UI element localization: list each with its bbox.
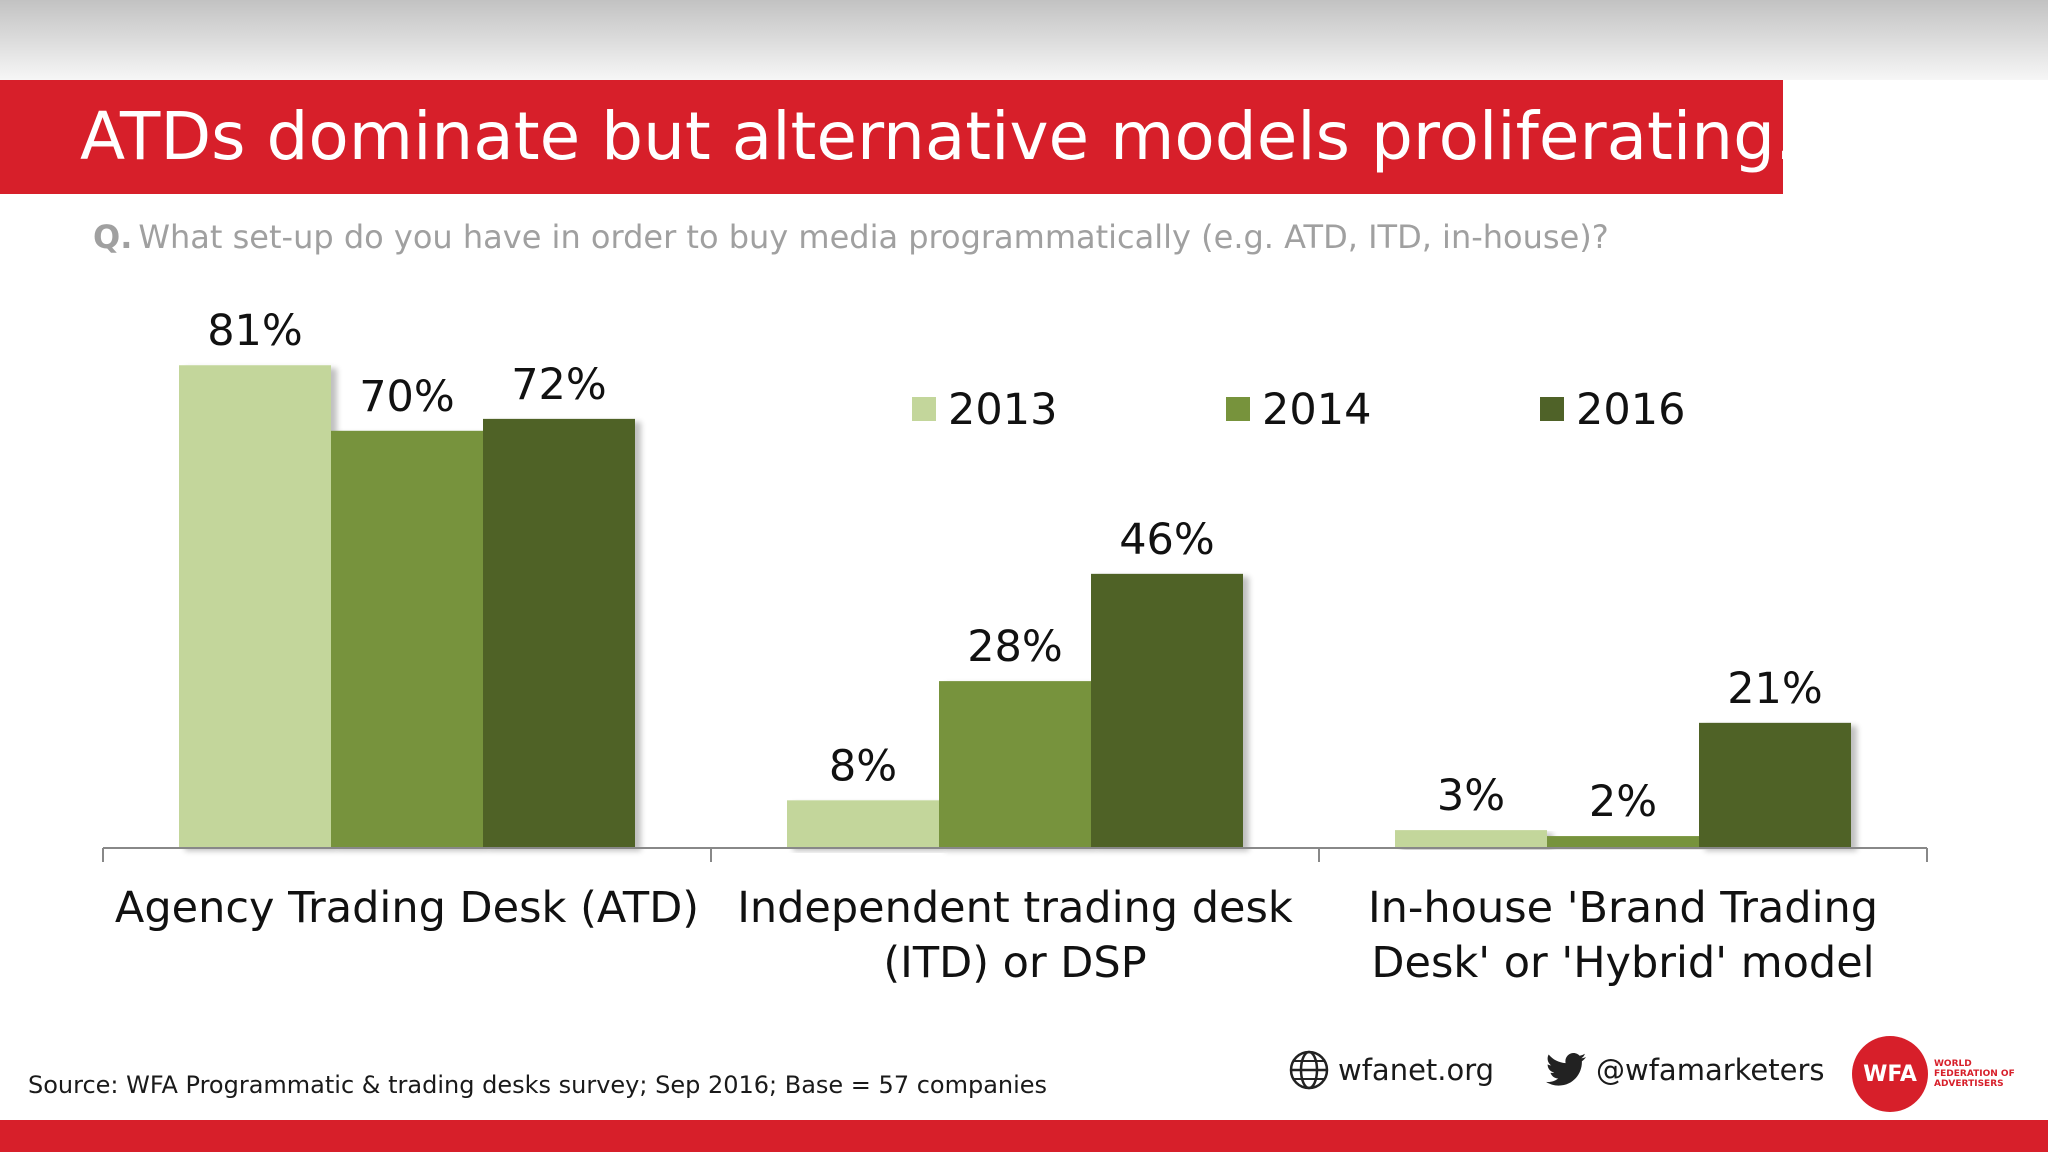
- category-label-1-1: (ITD) or DSP: [883, 938, 1146, 988]
- website-link[interactable]: wfanet.org: [1288, 1050, 1494, 1090]
- bottom-bar: [0, 1120, 2048, 1152]
- logo-circle: WFA: [1852, 1036, 1928, 1112]
- bar-2016-0: [483, 418, 635, 848]
- data-label-2016-1: 46%: [1119, 515, 1215, 565]
- bar-2014-2: [1547, 836, 1699, 848]
- bars-layer: [179, 365, 1851, 848]
- website-text: wfanet.org: [1338, 1053, 1495, 1087]
- legend-label-2013: 2013: [948, 385, 1057, 435]
- top-gradient: [0, 0, 2048, 80]
- twitter-bird-icon: [1546, 1053, 1586, 1086]
- data-label-2014-2: 2%: [1589, 777, 1657, 827]
- data-label-2014-0: 70%: [359, 372, 455, 422]
- legend-swatch-2016: [1540, 397, 1564, 421]
- bar-2014-0: [331, 430, 483, 848]
- question-text: What set-up do you have in order to buy …: [138, 218, 1609, 256]
- wfa-logo: WFA WORLD FEDERATION OF ADVERTISERS: [1852, 1036, 2026, 1112]
- slide-title: ATDs dominate but alternative models pro…: [80, 98, 1838, 175]
- chart-legend: 2013 2014 2016: [912, 385, 1685, 435]
- title-banner: ATDs dominate but alternative models pro…: [0, 80, 1838, 194]
- legend-label-2014: 2014: [1262, 385, 1371, 435]
- legend-swatch-2014: [1226, 397, 1250, 421]
- survey-question: Q. What set-up do you have in order to bu…: [93, 218, 1609, 256]
- source-note: Source: WFA Programmatic & trading desks…: [28, 1071, 1048, 1099]
- category-labels: Agency Trading Desk (ATD) Independent tra…: [115, 883, 1878, 988]
- category-label-2-0: In-house 'Brand Trading: [1368, 883, 1878, 933]
- category-label-1-0: Independent trading desk: [737, 883, 1293, 933]
- globe-icon: [1289, 1050, 1329, 1090]
- data-label-2014-1: 28%: [967, 622, 1063, 672]
- bar-2016-2: [1699, 722, 1851, 848]
- twitter-link[interactable]: @wfamarketers: [1546, 1050, 1825, 1090]
- data-label-2013-0: 81%: [207, 306, 303, 356]
- data-label-2016-0: 72%: [511, 360, 607, 410]
- legend-label-2016: 2016: [1576, 385, 1685, 435]
- bar-2013-2: [1395, 830, 1547, 848]
- data-label-2013-1: 8%: [829, 741, 897, 791]
- twitter-handle: @wfamarketers: [1596, 1053, 1825, 1087]
- data-label-2016-2: 21%: [1727, 664, 1823, 714]
- bar-2016-1: [1091, 573, 1243, 848]
- bar-2013-1: [787, 800, 939, 848]
- legend-swatch-2013: [912, 397, 936, 421]
- bar-2014-1: [939, 681, 1091, 848]
- category-label-0-0: Agency Trading Desk (ATD): [115, 883, 699, 933]
- data-labels: 81% 8% 3% 70% 28% 2% 72% 46% 21%: [207, 306, 1823, 827]
- question-prefix: Q.: [93, 218, 133, 256]
- logo-subtext: WORLD FEDERATION OF ADVERTISERS: [1934, 1059, 2015, 1089]
- bar-2013-0: [179, 365, 331, 848]
- category-label-2-1: Desk' or 'Hybrid' model: [1371, 938, 1874, 988]
- x-axis: [102, 847, 1928, 862]
- data-label-2013-2: 3%: [1437, 771, 1505, 821]
